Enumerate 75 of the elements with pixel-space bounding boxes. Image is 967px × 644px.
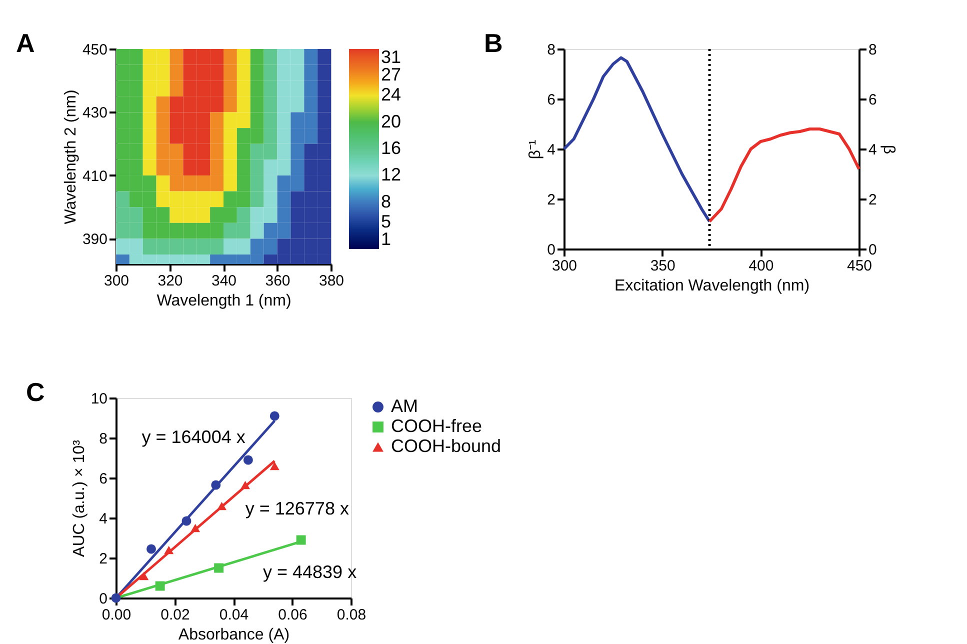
x-tick-label: 340 <box>211 272 237 290</box>
legend-label: COOH-bound <box>391 436 502 456</box>
point <box>182 516 192 526</box>
point <box>146 544 156 554</box>
point <box>164 546 174 554</box>
y2-tick-label: 0 <box>868 242 877 258</box>
y2-tick-label: 2 <box>868 192 877 208</box>
x-tick-label: 0.04 <box>219 606 249 624</box>
color-bar-label: 16 <box>381 138 402 158</box>
color-bar-label: 5 <box>381 211 392 232</box>
x-tick-label: 350 <box>650 258 676 274</box>
x-tick-label: 0.02 <box>160 606 190 624</box>
y-tick-label: 8 <box>99 430 108 448</box>
y-axis-title: β⁻¹ <box>527 140 544 160</box>
x-axis-title: Wavelength 1 (nm) <box>156 292 292 310</box>
y-tick-label: 430 <box>82 104 108 122</box>
y2-tick-label: 6 <box>868 92 877 108</box>
point <box>211 480 221 490</box>
y-axis-title: Wavelength 2 (nm) <box>62 90 80 224</box>
point <box>240 480 250 490</box>
legend-label: COOH-free <box>391 416 482 436</box>
y-tick-label: 2 <box>99 550 108 568</box>
point <box>214 563 224 573</box>
color-bar-label: 1 <box>381 229 392 249</box>
y-tick-label: 390 <box>82 231 108 248</box>
y-tick-label: 4 <box>547 142 556 158</box>
y-tick-label: 6 <box>547 92 556 108</box>
y-tick-label: 2 <box>547 192 556 208</box>
color-bar-label: 20 <box>381 111 402 132</box>
line-series <box>562 56 712 223</box>
y2-tick-label: 4 <box>868 142 877 158</box>
y-tick-label: 4 <box>99 510 108 528</box>
text: B <box>484 28 503 58</box>
point <box>139 572 149 580</box>
x-tick-label: 0.00 <box>102 606 132 624</box>
y-tick-label: 0 <box>99 590 108 608</box>
color-bar-label: 31 <box>381 47 402 67</box>
annotation: y = 126778 x <box>245 498 349 519</box>
x-tick-label: 360 <box>265 272 290 290</box>
point <box>217 502 226 510</box>
x-tick-label: 300 <box>552 258 578 274</box>
x-tick-label: 300 <box>104 272 130 290</box>
point <box>296 535 306 545</box>
x-tick-label: 450 <box>846 258 872 274</box>
y-tick-label: 450 <box>82 42 108 58</box>
point <box>243 455 253 465</box>
legend-label: AM <box>391 396 418 416</box>
color-bar-label: 24 <box>381 84 402 105</box>
x-tick-label: 320 <box>158 272 183 290</box>
point <box>270 462 280 470</box>
text: A <box>16 28 35 58</box>
point <box>270 411 280 421</box>
y-tick-label: 0 <box>547 242 556 258</box>
point <box>190 524 200 532</box>
y2-axis-title: β <box>880 144 897 154</box>
x-tick-label: 380 <box>318 272 344 290</box>
x-tick-label: 0.08 <box>336 606 366 624</box>
color-bar-label: 8 <box>381 191 392 212</box>
x-tick-label: 400 <box>748 258 774 274</box>
point <box>155 581 165 591</box>
y-tick-label: 8 <box>547 42 556 58</box>
x-tick-label: 0.06 <box>278 606 308 624</box>
y2-tick-label: 8 <box>868 42 877 58</box>
x-axis-title: Excitation Wavelength (nm) <box>614 278 810 294</box>
x-axis-title: Absorbance (A) <box>178 626 290 644</box>
line-series <box>708 128 860 223</box>
y-tick-label: 10 <box>90 390 108 408</box>
annotation: y = 44839 x <box>263 562 357 582</box>
annotation: y = 164004 x <box>142 427 246 447</box>
color-bar-label: 12 <box>381 164 402 185</box>
y-axis-title: AUC (a.u.) × 10³ <box>70 439 88 557</box>
color-bar-label: 27 <box>381 64 402 85</box>
y-tick-label: 410 <box>82 168 108 185</box>
y-tick-label: 6 <box>99 470 108 488</box>
text: C <box>26 377 45 407</box>
